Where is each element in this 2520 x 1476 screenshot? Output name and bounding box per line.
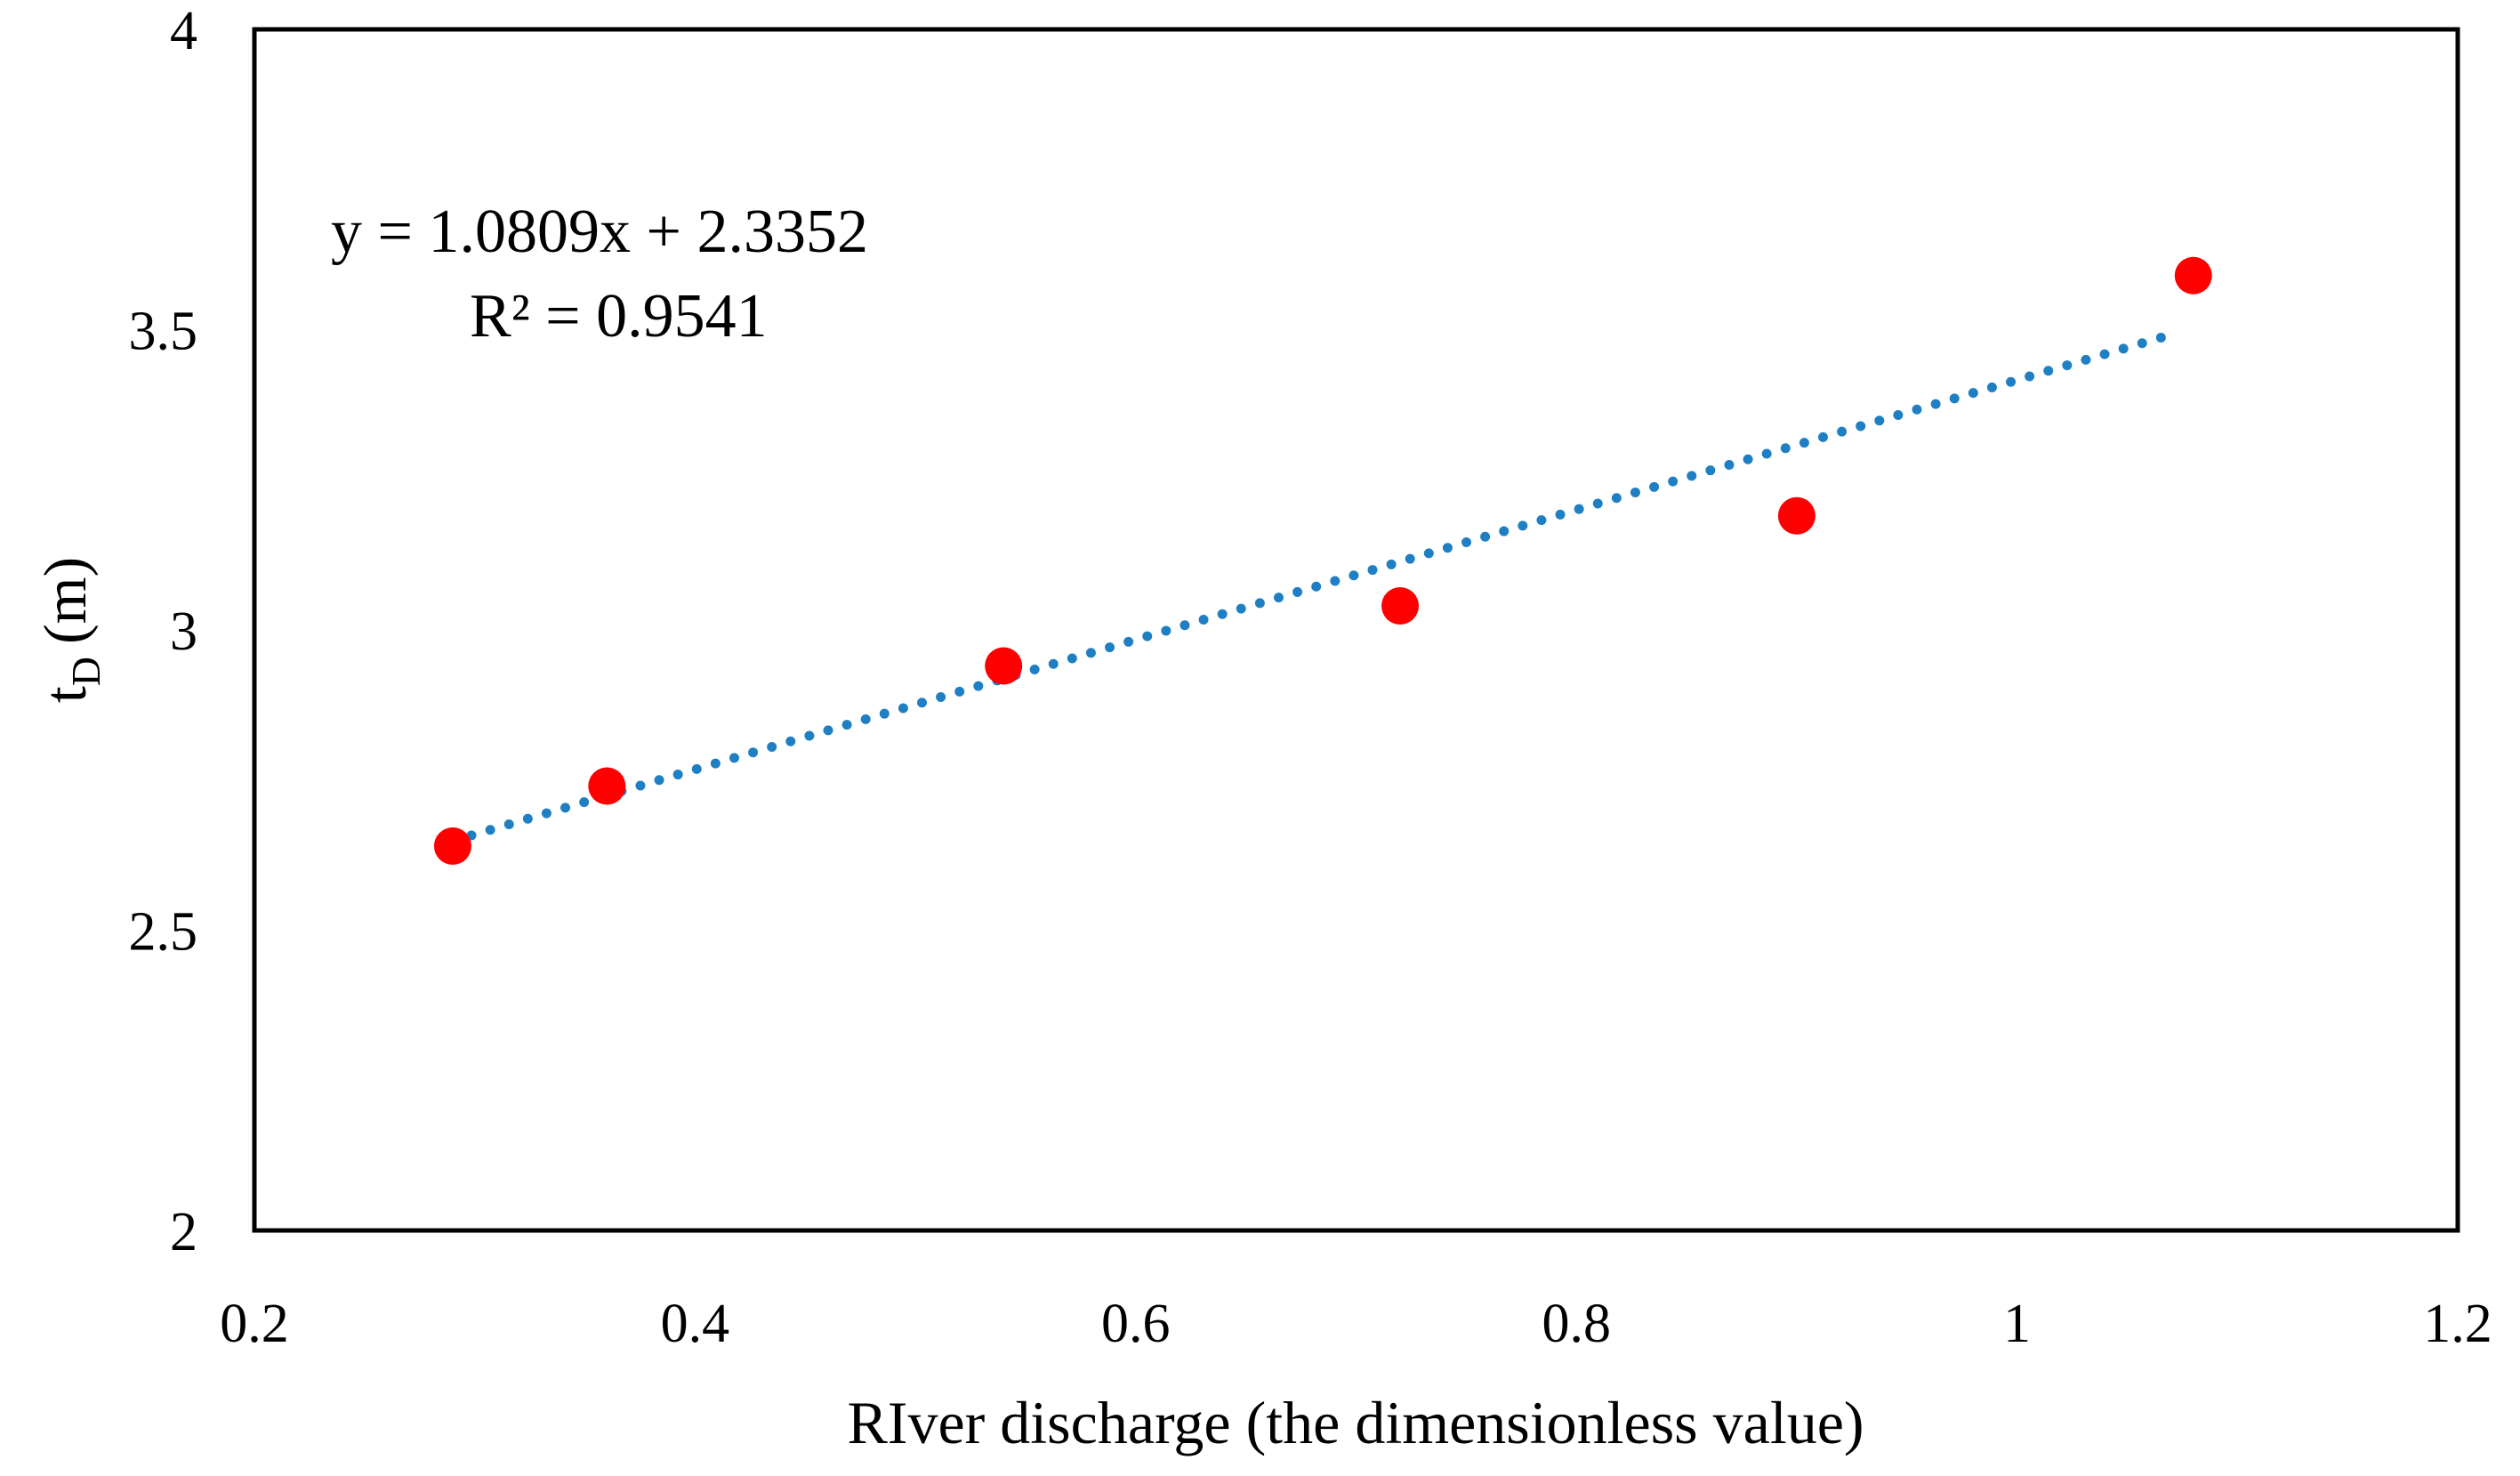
data-points-layer [433, 256, 2212, 865]
trendline-layer [447, 329, 2177, 846]
y-axis-title-main: t [31, 686, 99, 703]
data-point [1381, 587, 1420, 625]
data-point [2174, 256, 2212, 294]
x-tick-label: 0.4 [661, 1294, 730, 1354]
y-tick-label: 2.5 [129, 902, 198, 963]
x-tick-label: 1 [2003, 1294, 2031, 1354]
x-axis-ticks: 0.2 0.4 0.6 0.8 1 1.2 [220, 1294, 2492, 1354]
y-axis-title-subscript: D [63, 657, 109, 686]
x-tick-label: 0.6 [1101, 1294, 1171, 1354]
y-tick-label: 2 [170, 1202, 197, 1262]
trendline [447, 329, 2177, 846]
r-squared-label: R² = 0.9541 [470, 282, 768, 351]
y-tick-label: 4 [170, 1, 197, 61]
x-tick-label: 0.2 [220, 1294, 289, 1354]
data-point [1777, 496, 1816, 535]
x-tick-label: 1.2 [2423, 1294, 2492, 1354]
y-axis-title-unit: (m) [31, 557, 99, 644]
y-tick-label: 3 [170, 601, 197, 662]
y-tick-label: 3.5 [129, 302, 198, 362]
x-tick-label: 0.8 [1542, 1294, 1611, 1354]
y-axis-ticks: 2 2.5 3 3.5 4 [129, 1, 198, 1262]
x-axis-title: RIver discharge (the dimensionless value… [847, 1389, 1864, 1456]
data-point [433, 827, 471, 865]
trendline-equation: y = 1.0809x + 2.3352 [331, 198, 868, 266]
data-point [588, 767, 626, 805]
plot-area-frame [252, 27, 2460, 1233]
data-point [985, 647, 1023, 685]
y-axis-title: tD (m) [31, 557, 109, 703]
